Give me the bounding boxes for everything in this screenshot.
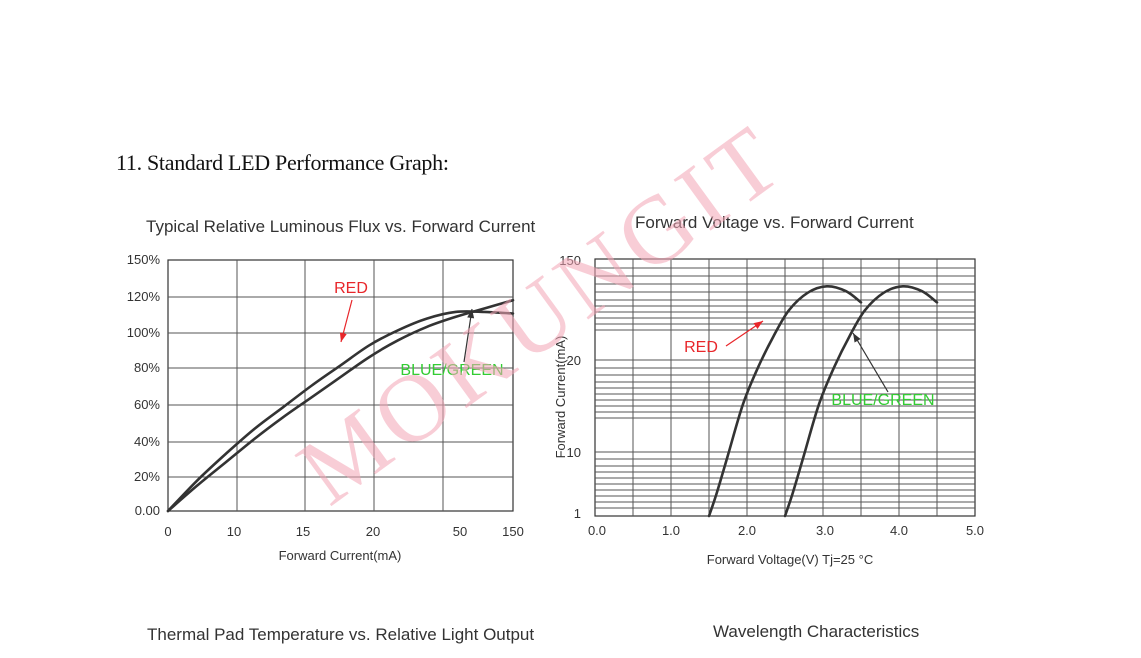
chart2-x-tick-label: 3.0 [816, 523, 834, 538]
chart3-title: Thermal Pad Temperature vs. Relative Lig… [147, 625, 535, 644]
chart2-x-tick-label: 2.0 [738, 523, 756, 538]
chart1-x-axis-label: Forward Current(mA) [279, 548, 402, 563]
chart1-x-tick-label: 20 [366, 524, 380, 539]
chart2-y-axis-label: Forward Current(mA) [553, 336, 568, 459]
chart2-label-blue-green: BLUE/GREEN [831, 392, 934, 409]
chart1-y-tick-label: 150% [127, 252, 161, 267]
chart1-arrow-red-head [339, 332, 347, 342]
chart2-title: Forward Voltage vs. Forward Current [635, 213, 914, 232]
page-heading: 11. Standard LED Performance Graph: [116, 150, 449, 175]
chart2-x-tick-label: 5.0 [966, 523, 984, 538]
chart1-label-blue-green: BLUE/GREEN [400, 362, 503, 379]
chart2-arrow-blue-green [852, 332, 889, 393]
chart2-x-tick-label: 0.0 [588, 523, 606, 538]
chart1-label-red: RED [334, 280, 368, 297]
chart1-y-tick-label: 80% [134, 360, 160, 375]
chart2-x-tick-label: 4.0 [890, 523, 908, 538]
chart1-x-tick-label: 10 [227, 524, 241, 539]
chart1-y-tick-label: 0.00 [135, 503, 160, 518]
chart1-x-tick-label: 50 [453, 524, 467, 539]
chart2-x-axis-label: Forward Voltage(V) Tj=25 °C [707, 552, 873, 567]
chart1-y-tick-label: 60% [134, 397, 160, 412]
chart1-plot-frame [167, 259, 514, 512]
chart2-y-tick-label: 10 [567, 445, 581, 460]
chart2-arrow-blue-green-head [853, 333, 861, 343]
chart1-arrow-blue-green-head [467, 309, 475, 319]
chart1-y-tick-label: 40% [134, 434, 160, 449]
watermark-text: MOKUNGIT [279, 103, 804, 525]
chart1-y-tick-label: 100% [127, 325, 161, 340]
chart1-series-line [166, 298, 515, 513]
chart1-y-tick-label: 20% [134, 469, 160, 484]
chart1-title: Typical Relative Luminous Flux vs. Forwa… [146, 217, 536, 236]
chart2-x-tick-label: 1.0 [662, 523, 680, 538]
chart2-arrow-red-head [753, 321, 763, 329]
chart1-x-tick-label: 0 [164, 524, 171, 539]
chart2-y-tick-label: 150 [559, 253, 581, 268]
chart1-x-tick-label: 150 [502, 524, 524, 539]
chart1-y-tick-label: 120% [127, 289, 161, 304]
chart2-series-line [707, 284, 863, 518]
chart1-x-tick-label: 15 [296, 524, 310, 539]
chart1-series-line [166, 310, 515, 513]
chart2-series-line [783, 284, 939, 518]
chart2-y-tick-label: 20 [567, 353, 581, 368]
chart4-title: Wavelength Characteristics [713, 622, 920, 641]
chart2-label-red: RED [684, 339, 718, 356]
chart2-y-tick-label: 1 [574, 506, 581, 521]
